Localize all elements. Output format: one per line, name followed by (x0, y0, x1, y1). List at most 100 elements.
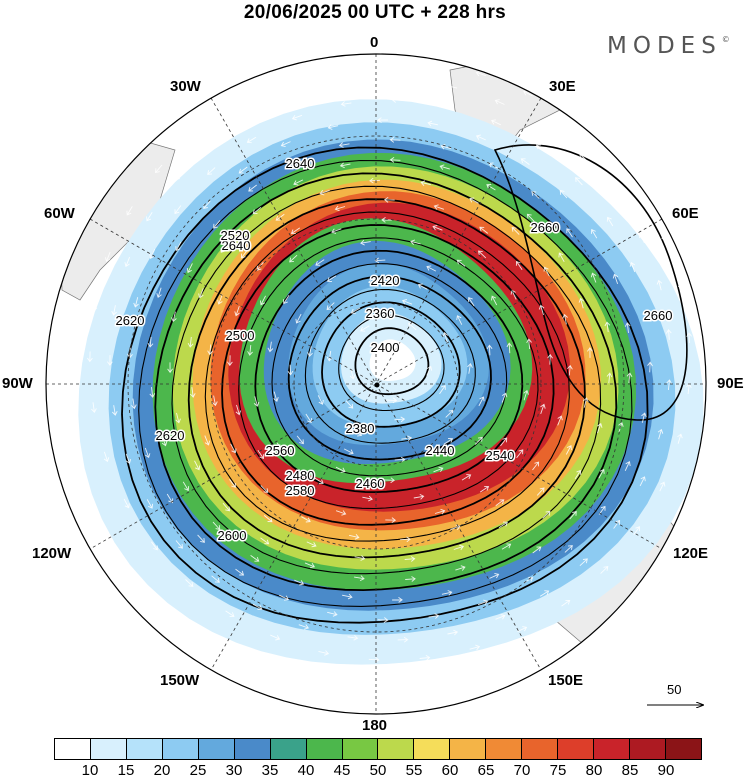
wind-arrow (238, 166, 248, 174)
wind-arrow (686, 332, 692, 344)
wind-arrow (606, 372, 613, 384)
contour-label: 2500 (226, 328, 255, 343)
contour-label: 2460 (356, 476, 385, 491)
wind-arrow (377, 617, 389, 623)
contour-label: 2660 (531, 220, 560, 235)
wind-arrow (543, 266, 550, 277)
colorbar-tick-label: 30 (225, 762, 243, 779)
wind-speed-shading (78, 99, 704, 665)
wind-arrow (225, 610, 235, 618)
wind-arrow (447, 629, 459, 636)
contour-label: 2520 (221, 228, 250, 243)
wind-arrow (590, 272, 597, 283)
wind-arrow (326, 275, 337, 282)
wind-arrow (217, 294, 223, 305)
wind-arrow (189, 128, 199, 137)
wind-arrow (189, 387, 196, 398)
map-title: 20/06/2025 00 UTC + 228 hrs (243, 2, 507, 23)
wind-arrow (641, 412, 647, 423)
wind-arrow (629, 261, 636, 273)
wind-arrow (161, 435, 168, 447)
wind-arrow (443, 438, 454, 445)
wind-arrow (296, 435, 304, 445)
wind-arrow (469, 644, 481, 651)
contour-label: 2640 (286, 156, 315, 171)
wind-arrow (408, 322, 417, 331)
wind-arrow (639, 476, 646, 487)
wind-arrow (540, 403, 546, 415)
wind-arrow (194, 460, 201, 471)
wind-arrow (389, 157, 401, 163)
wind-arrow (210, 137, 220, 145)
wind-arrow (453, 544, 465, 551)
wind-arrow (350, 307, 361, 314)
contour-label: 2400 (371, 340, 400, 355)
wind-arrow (474, 436, 483, 445)
wind-arrow (401, 435, 413, 442)
wind-arrow (440, 143, 451, 150)
wind-arrow (144, 447, 151, 459)
wind-arrow (319, 189, 330, 196)
wind-arrow (501, 392, 508, 403)
wind-arrow (149, 249, 156, 260)
wind-arrow (211, 575, 220, 583)
wind-arrow (327, 124, 339, 130)
wind-arrow (427, 120, 438, 127)
wind-arrow (486, 184, 496, 191)
wind-arrow (567, 364, 573, 376)
wind-arrow (575, 177, 583, 186)
wind-arrow (501, 543, 512, 550)
wind-arrow (133, 297, 139, 308)
colorbar-tick-label: 75 (549, 762, 567, 779)
wind-arrow (317, 395, 324, 405)
wind-arrow (477, 599, 489, 606)
wind-arrow (439, 164, 450, 170)
contour-label: 2620 (116, 313, 145, 328)
wind-arrow (383, 197, 395, 203)
wind-arrow (479, 485, 490, 493)
wind-arrow (175, 171, 183, 181)
wind-arrow (260, 485, 269, 494)
contour-line (271, 263, 508, 477)
wind-arrow (314, 477, 324, 485)
wind-arrow (334, 205, 346, 212)
colorbar-swatch (665, 739, 701, 759)
wind-arrow (174, 205, 182, 215)
wind-arrow (535, 144, 545, 152)
wind-arrow (198, 288, 204, 299)
wind-arrow (354, 555, 366, 561)
wind-arrow (293, 179, 304, 186)
wind-arrow (107, 355, 113, 366)
wind-arrow (469, 197, 479, 204)
wind-arrow (270, 634, 281, 641)
wind-arrow (91, 300, 98, 312)
colorbar-tick-label: 25 (189, 762, 207, 779)
wind-arrow (547, 353, 553, 365)
wind-arrow (126, 206, 133, 216)
wind-arrow (123, 498, 130, 509)
wind-arrow (526, 338, 532, 350)
colorbar-tick-label: 90 (657, 762, 675, 779)
wind-arrow (338, 142, 350, 148)
wind-arrow (523, 389, 529, 401)
wind-arrow (426, 265, 437, 272)
wind-arrow (428, 613, 440, 619)
wind-arrow (587, 347, 593, 358)
wind-arrow (151, 541, 158, 551)
wind-arrow (566, 228, 573, 238)
colorbar-swatch (558, 739, 595, 759)
wind-arrow (613, 190, 620, 200)
wind-arrow (597, 422, 603, 434)
wind-arrow (352, 430, 363, 437)
wind-arrow (257, 449, 265, 460)
wind-arrow (478, 396, 485, 407)
wind-arrow (410, 239, 421, 245)
contour-line (204, 211, 570, 542)
wind-arrow (346, 79, 358, 86)
wind-arrow (131, 398, 137, 410)
wind-arrow (495, 499, 505, 507)
wind-speed-core-band (369, 339, 416, 381)
wind-arrow (539, 590, 550, 597)
wind-arrow (468, 296, 475, 307)
brand-logo: MODES© (607, 33, 730, 59)
